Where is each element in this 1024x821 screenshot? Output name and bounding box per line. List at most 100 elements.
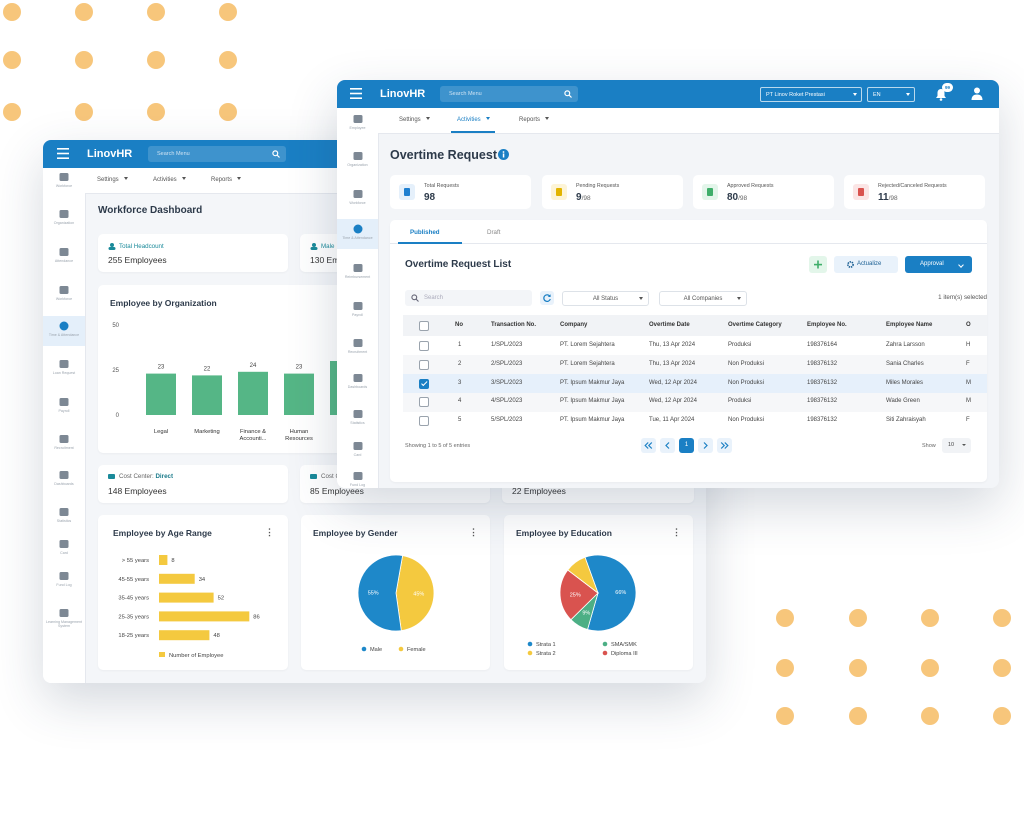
sidebar-icon[interactable] [58,571,70,581]
sidebar-label[interactable]: Dashboards [347,385,368,389]
checkbox[interactable] [419,416,429,427]
sidebar-icon[interactable] [352,263,364,273]
page-arrow[interactable] [641,438,656,453]
checkbox[interactable] [419,397,429,408]
dot [3,51,21,69]
sidebar-icon[interactable] [352,409,364,419]
menu-icon[interactable]: ⋮ [265,527,274,537]
table-cell: Wed, 12 Apr 2024 [649,379,697,386]
sidebar-label[interactable]: Payroll [352,313,363,317]
sidebar-label[interactable]: Employee [349,126,366,130]
search-box[interactable]: Search Menu [440,86,578,102]
sidebar-label[interactable]: Fund Log [56,583,72,587]
page-arrow[interactable] [717,438,732,453]
approval-button[interactable]: Approval [905,256,972,273]
sidebar-label[interactable]: Card [353,453,362,457]
sidebar-icon[interactable] [58,321,70,331]
menu-icon[interactable]: ⋮ [469,527,478,537]
sidebar-icon[interactable] [352,338,364,348]
sidebar-icon[interactable] [352,189,364,199]
sidebar-icon[interactable] [58,285,70,295]
sidebar-label[interactable]: Learning Management System [46,620,82,628]
nav-item[interactable]: Settings [97,177,128,183]
menu-icon[interactable]: ⋮ [672,527,681,537]
sidebar-label[interactable]: Fund Log [349,483,366,487]
sidebar-label[interactable]: Organization [53,221,75,225]
sidebar-icon[interactable] [352,471,364,481]
caret [737,297,741,302]
page-current[interactable]: 1 [679,438,694,453]
sidebar-icon[interactable] [58,434,70,444]
stat-total: /98 [581,195,591,202]
sidebar-label[interactable]: Statistics [56,519,72,523]
path [547,294,551,297]
search-box[interactable]: Search Menu [148,146,286,162]
sidebar-icon[interactable] [58,397,70,407]
language: EN [873,92,881,98]
user-icon[interactable] [971,87,983,100]
sidebar-icon[interactable] [58,539,70,549]
nav-item[interactable]: Settings [399,117,430,123]
nav-item[interactable]: Activities [457,117,490,123]
sidebar-active [337,219,378,249]
refresh-button[interactable] [540,291,554,305]
sidebar-label[interactable]: Reimbursement [344,275,371,279]
sidebar-icon[interactable] [352,114,364,124]
sidebar-icon[interactable] [352,441,364,451]
pie-slice [357,554,404,632]
page-size-select[interactable]: 10 [942,438,971,453]
company-select[interactable]: PT Linov Roket Prestasi [760,87,862,102]
sidebar-icon[interactable] [58,209,70,219]
search-input[interactable]: Search [405,290,532,306]
checkbox[interactable] [419,341,429,351]
sidebar-label[interactable]: Payroll [58,409,70,413]
sidebar-label[interactable]: Attendance [54,259,74,263]
checkbox[interactable] [419,378,429,389]
nav-item[interactable]: Reports [519,117,549,123]
sidebar-icon[interactable] [352,373,364,383]
sidebar-label[interactable]: Recruitment [347,350,368,354]
sidebar-label[interactable]: Loan Request [52,371,76,375]
sidebar-label[interactable]: Statistics [350,421,365,425]
sidebar-label[interactable]: Organization [347,163,368,167]
sidebar-label[interactable]: Card [60,551,68,555]
sidebar-icon[interactable] [58,359,70,369]
tab[interactable]: Published [410,229,440,236]
sidebar-label[interactable]: Dashboards [54,482,74,486]
sidebar-icon[interactable] [352,224,364,234]
circle [312,243,316,247]
menu-icon[interactable] [57,148,69,159]
page-arrow[interactable] [698,438,713,453]
sidebar-label[interactable]: Workforce [55,184,73,188]
sidebar-label[interactable]: Time & Attendance [48,333,80,337]
company-select[interactable]: All Companies [659,291,747,306]
tab[interactable]: Draft [487,229,501,236]
sidebar-icon[interactable] [352,301,364,311]
card-label: Male [321,243,335,250]
sidebar-icon[interactable] [58,247,70,257]
sidebar-icon[interactable] [352,151,364,161]
actualize-button[interactable]: Actualize [834,256,898,273]
menu-icon[interactable] [350,88,362,99]
nav-item[interactable]: Reports [211,177,241,183]
status-label: All Status [592,296,619,302]
legend-label: Female [407,647,426,653]
icon-shape [59,398,69,406]
add-button[interactable] [809,256,827,273]
icon-shape [353,302,362,310]
nav-item[interactable]: Activities [153,177,186,183]
sidebar-label[interactable]: Workforce [55,297,73,301]
sidebar-label[interactable]: Time & Attendance [342,236,373,240]
sidebar-icon[interactable] [58,608,70,618]
status-select[interactable]: All Status [562,291,649,306]
language-select[interactable]: EN [867,87,915,102]
info-icon[interactable] [498,149,509,160]
sidebar-icon[interactable] [58,507,70,517]
checkbox[interactable] [419,359,429,370]
page-arrow[interactable] [660,438,675,453]
sidebar-icon[interactable] [58,172,70,182]
sidebar-icon[interactable] [58,470,70,480]
sidebar-label[interactable]: Recruitment [54,446,74,450]
checkbox[interactable] [419,321,429,331]
sidebar-label[interactable]: Workforce [349,201,366,205]
